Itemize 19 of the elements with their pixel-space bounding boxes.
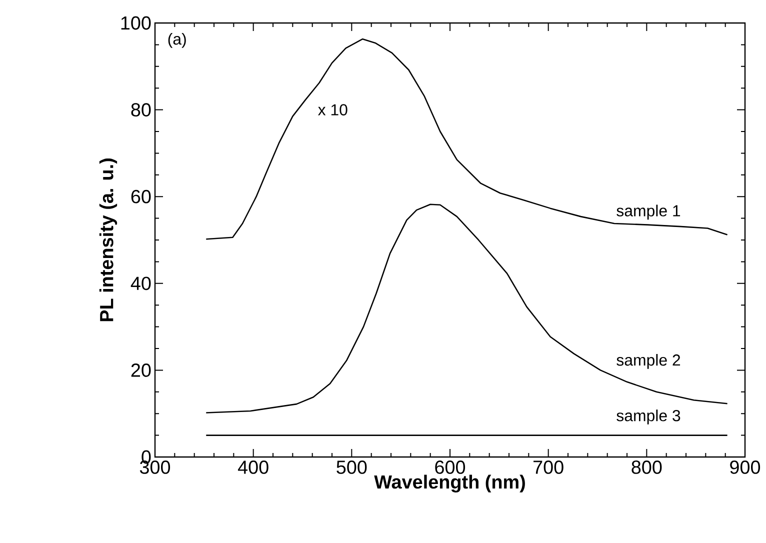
series-label: sample 3 xyxy=(616,410,680,424)
x-tick-label: 700 xyxy=(534,460,564,474)
y-tick-label: 100 xyxy=(121,16,151,30)
series-label: sample 1 xyxy=(616,204,680,220)
series-label: sample 2 xyxy=(616,354,680,369)
x-tick-label: 900 xyxy=(730,460,760,474)
y-axis-title: PL intensity (a. u.) xyxy=(99,158,118,322)
x-tick-label: 500 xyxy=(336,460,367,474)
x-tick-label: 800 xyxy=(632,460,662,474)
x-tick-label: 600 xyxy=(435,460,466,474)
annotation: x 10 xyxy=(318,104,348,116)
x-axis-title: Wavelength (nm) xyxy=(374,474,525,492)
y-tick-label: 40 xyxy=(130,276,151,290)
y-tick-label: 20 xyxy=(131,363,151,377)
x-tick-label: 400 xyxy=(238,460,268,474)
y-tick-label: 60 xyxy=(131,190,151,204)
y-tick-label: 80 xyxy=(131,103,151,116)
annotation: (a) xyxy=(168,33,186,48)
line-series xyxy=(205,38,728,240)
